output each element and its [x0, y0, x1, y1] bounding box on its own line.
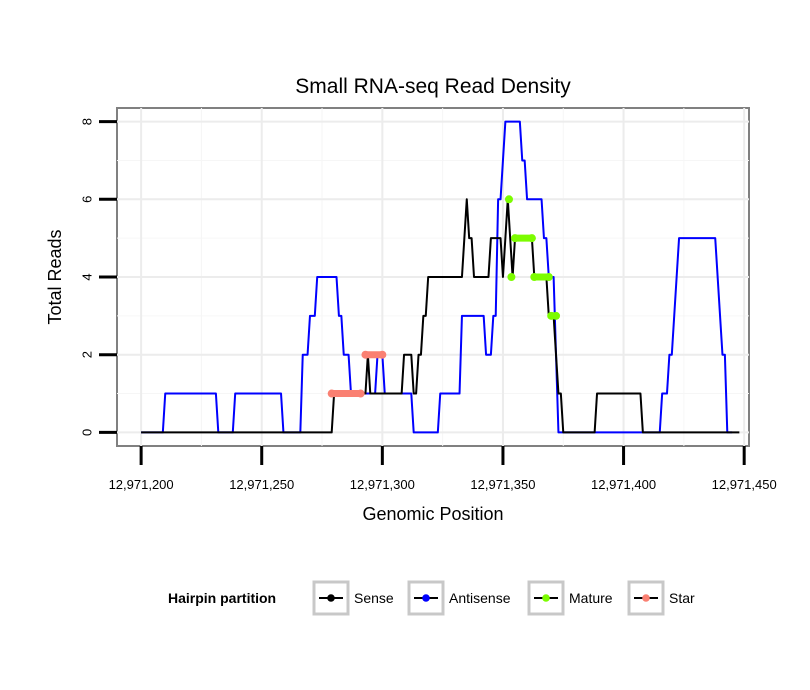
- x-axis-title: Genomic Position: [362, 504, 503, 524]
- legend-key-point: [542, 594, 550, 602]
- x-tick-label: 12,971,300: [350, 477, 415, 492]
- x-axis: 12,971,200 12,971,250 12,971,300 12,971,350…: [109, 446, 777, 492]
- series-sense-line: [141, 198, 740, 434]
- y-axis: 0 2 4 6 8: [79, 118, 117, 436]
- series-mature-point: [507, 273, 516, 281]
- series-antisense-line: [141, 120, 733, 434]
- legend-item-sense: Sense: [312, 580, 394, 616]
- legend-item-antisense: Antisense: [407, 580, 511, 616]
- legend-key-point: [422, 594, 430, 602]
- legend: Hairpin partition Sense Antisense Mature St…: [168, 580, 695, 616]
- series-star-point: [378, 350, 387, 359]
- series-star-point: [361, 350, 370, 359]
- legend-label: Star: [669, 590, 695, 606]
- chart-title: Small RNA-seq Read Density: [295, 75, 571, 98]
- legend-item-mature: Mature: [527, 580, 613, 616]
- legend-label: Mature: [569, 590, 613, 606]
- series-mature-point: [530, 273, 539, 281]
- series-star-point: [327, 389, 336, 398]
- series-star-point: [356, 389, 365, 398]
- legend-item-star: Star: [627, 580, 695, 616]
- series-mature-point: [544, 273, 553, 281]
- x-tick-label: 12,971,250: [229, 477, 294, 492]
- legend-title: Hairpin partition: [168, 590, 276, 606]
- legend-key-point: [642, 594, 650, 602]
- y-tick-label: 6: [79, 196, 94, 203]
- plot-area: [116, 107, 750, 447]
- series-mature-point: [504, 195, 513, 204]
- legend-key-point: [327, 594, 335, 602]
- x-tick-label: 12,971,400: [591, 477, 656, 492]
- legend-label: Antisense: [449, 590, 511, 606]
- y-tick-label: 8: [79, 118, 94, 125]
- y-axis-title: Total Reads: [45, 229, 65, 324]
- series-mature-point: [552, 311, 561, 320]
- x-tick-label: 12,971,350: [470, 477, 535, 492]
- y-tick-label: 0: [79, 429, 94, 436]
- x-tick-label: 12,971,450: [712, 477, 777, 492]
- series-layer: [141, 120, 740, 434]
- x-tick-label: 12,971,200: [109, 477, 174, 492]
- y-tick-label: 2: [79, 351, 94, 358]
- legend-label: Sense: [354, 590, 394, 606]
- series-mature-point: [527, 234, 536, 243]
- series-mature-point: [511, 234, 520, 243]
- y-tick-label: 4: [79, 273, 94, 280]
- grid-minor: [117, 108, 749, 446]
